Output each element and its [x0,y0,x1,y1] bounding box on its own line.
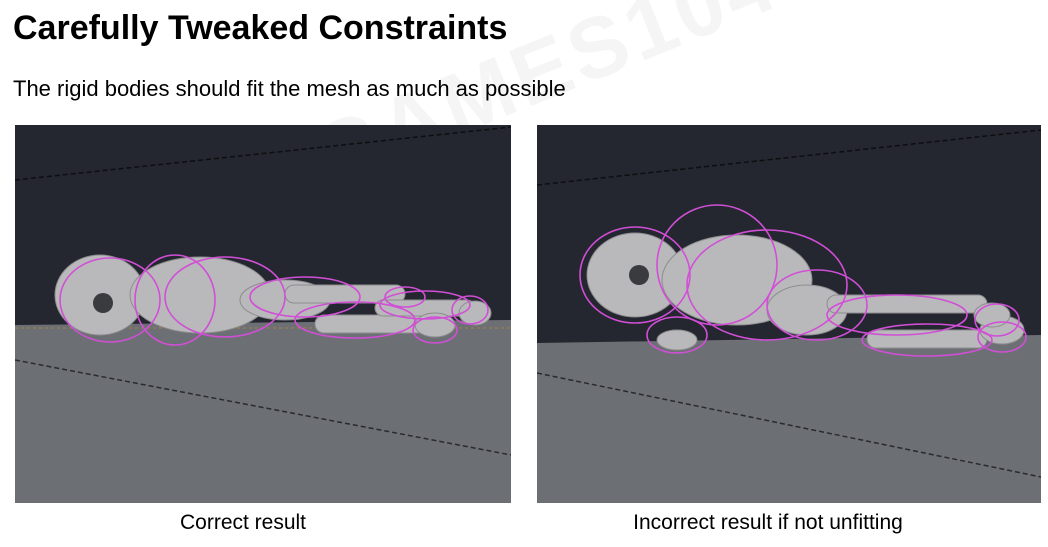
caption-incorrect-result: Incorrect result if not unfitting [633,511,903,534]
caption-correct-result: Correct result [179,511,307,534]
ragdoll-unfitted-image [537,125,1041,503]
figure-incorrect-result [537,125,1041,503]
figure-correct-result [15,125,511,503]
slide-subtitle: The rigid bodies should fit the mesh as … [13,76,566,101]
ragdoll-fitted-image [15,125,511,503]
slide-title: Carefully Tweaked Constraints [13,9,508,47]
